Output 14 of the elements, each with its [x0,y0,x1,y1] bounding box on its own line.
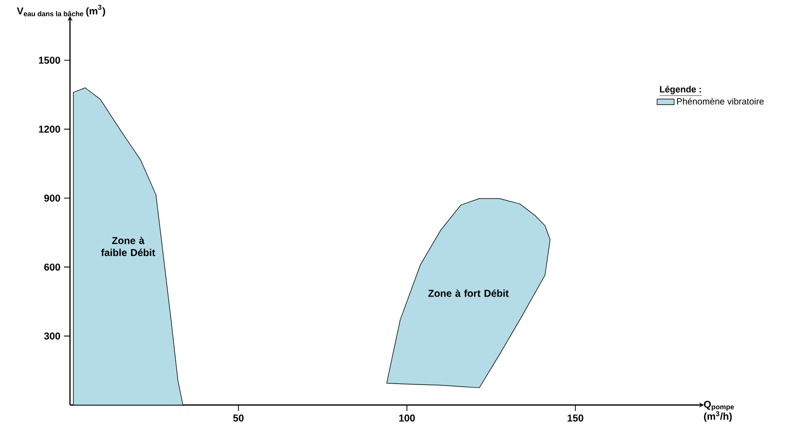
legend-label: Phénomène vibratoire [677,98,764,105]
y-axis-title: $\text{\bfseries V}_{\text{eau dans la bâche}}\,\text{\bfseries (m}^{\mathbf{3}}\text{\bfseries )}$ [16,4,106,16]
y-tick-label: 1500 [38,56,60,64]
annotation: Zone à fort Débit [428,289,509,297]
x-axis-title: Q$_{pompe}$ (m$^{3}$/h) [704,400,734,422]
x-tick-label: 150 [568,414,584,422]
y-tick-label: 600 [44,264,60,271]
y-tick-label: 900 [44,194,60,202]
x-tick-label: 50 [233,414,244,422]
y-tick-label: 1200 [38,126,60,133]
annotation: Zone à faible Débit [101,236,156,256]
y-tick-label: 300 [44,332,60,340]
x-tick-label: 100 [399,414,415,422]
legend-title: Légende : [660,86,701,94]
